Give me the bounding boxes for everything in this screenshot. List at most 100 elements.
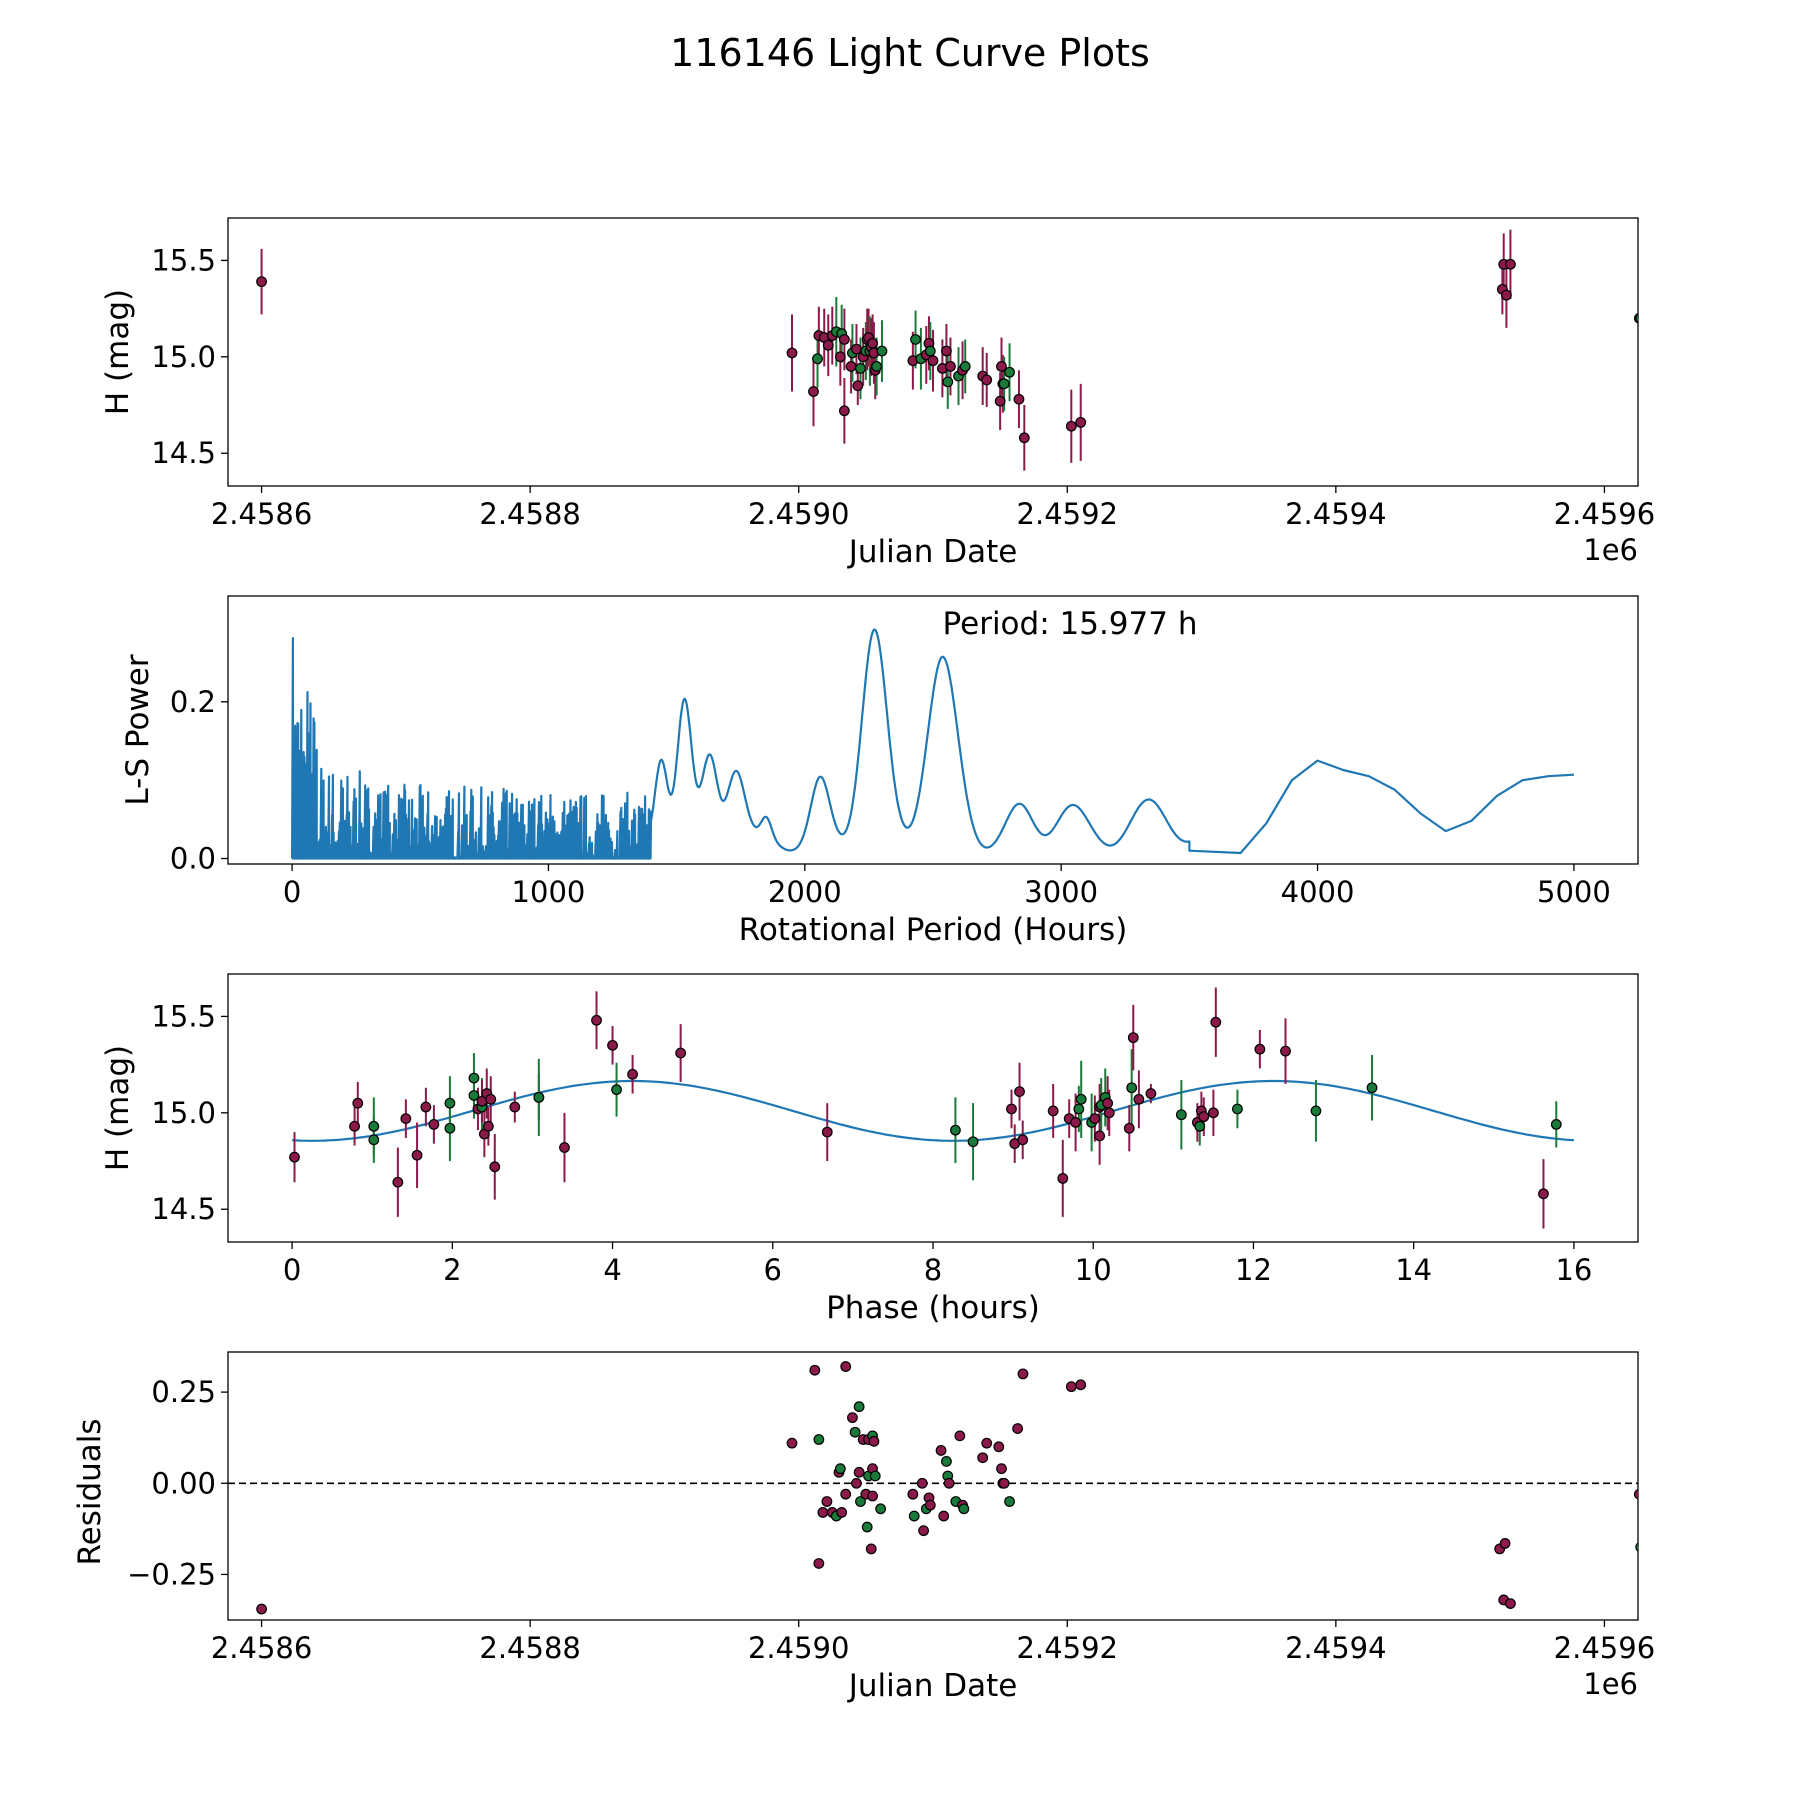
- residuals-ytick-label: 0.25: [151, 1375, 216, 1409]
- data-point: [608, 1041, 618, 1051]
- lightcurve-ytick-label: 14.5: [151, 436, 216, 470]
- data-point: [1639, 1533, 1649, 1543]
- data-point: [1020, 433, 1030, 443]
- periodogram-xtick-label: 4000: [1281, 875, 1355, 909]
- panel-lightcurve-marks: [257, 230, 1652, 471]
- data-point: [1233, 1104, 1243, 1114]
- data-point: [840, 406, 850, 416]
- residuals-ytick-label: 0.00: [151, 1466, 216, 1500]
- data-point: [877, 346, 887, 356]
- panel-residuals-xlabel: Julian Date: [847, 1668, 1018, 1704]
- data-point: [1018, 1135, 1028, 1145]
- data-point: [1058, 1174, 1068, 1184]
- data-point: [944, 1478, 954, 1488]
- light-curve-figure: 116146 Light Curve Plots 2.4586 2.4588 2.4…: [0, 0, 1800, 1800]
- lightcurve-xtick-label: 2.4596: [1554, 497, 1655, 531]
- data-point: [872, 362, 882, 372]
- data-point: [936, 1446, 946, 1456]
- lightcurve-ytick-label: 15.0: [151, 340, 216, 374]
- data-point: [852, 1478, 862, 1488]
- data-point: [926, 1500, 936, 1510]
- data-point: [1074, 1104, 1084, 1114]
- data-point: [1103, 1098, 1113, 1108]
- data-point: [257, 1604, 267, 1614]
- data-point: [822, 1497, 832, 1507]
- residuals-xtick-label: 2.4592: [1017, 1631, 1118, 1665]
- data-point: [939, 1511, 949, 1521]
- data-point: [560, 1143, 570, 1153]
- data-point: [1095, 1131, 1105, 1141]
- data-point: [510, 1102, 520, 1112]
- data-point: [1128, 1033, 1138, 1043]
- data-point: [942, 1457, 952, 1467]
- data-point: [369, 1135, 379, 1145]
- data-point: [868, 339, 878, 349]
- phased-xtick-label: 14: [1395, 1253, 1432, 1287]
- data-point: [1048, 1106, 1058, 1116]
- data-point: [982, 1438, 992, 1448]
- periodogram-xtick-label: 0: [283, 875, 301, 909]
- panel-residuals-offset-text: 1e6: [1583, 1667, 1638, 1701]
- data-point: [1071, 1118, 1081, 1128]
- data-point: [676, 1048, 686, 1058]
- residuals-xtick-label: 2.4596: [1554, 1631, 1655, 1665]
- data-point: [1013, 1424, 1023, 1434]
- data-point: [822, 1127, 832, 1137]
- period-annotation: Period: 15.977 h: [943, 606, 1198, 642]
- data-point: [823, 340, 833, 350]
- data-point: [994, 1442, 1004, 1452]
- data-point: [1076, 1380, 1086, 1390]
- data-point: [490, 1162, 500, 1172]
- panel-lightcurve-xlabel: Julian Date: [847, 534, 1018, 570]
- residuals-xtick-label: 2.4590: [748, 1631, 849, 1665]
- panel-residuals-frame: [228, 1352, 1638, 1620]
- data-point: [841, 1362, 851, 1372]
- data-point: [612, 1085, 622, 1095]
- data-point: [592, 1015, 602, 1025]
- periodogram-ytick-label: 0.2: [170, 685, 216, 719]
- data-point: [401, 1114, 411, 1124]
- data-point: [1211, 1017, 1221, 1027]
- data-point: [999, 379, 1009, 389]
- data-point: [1639, 290, 1649, 300]
- residuals-xtick-label: 2.4594: [1285, 1631, 1386, 1665]
- lightcurve-xtick-label: 2.4590: [748, 497, 849, 531]
- phased-xtick-label: 0: [283, 1253, 301, 1287]
- data-point: [1199, 1112, 1209, 1122]
- data-point: [290, 1152, 300, 1162]
- phased-ytick-label: 14.5: [151, 1192, 216, 1226]
- figure-title: 116146 Light Curve Plots: [670, 31, 1150, 75]
- periodogram-xtick-label: 1000: [512, 875, 586, 909]
- panel-periodogram: 0 1000 2000 3000 4000 5000 0.0 0.2 Period: 15.9…: [120, 596, 1638, 948]
- data-point: [814, 1559, 824, 1569]
- data-point: [866, 1544, 876, 1554]
- data-point: [1255, 1044, 1265, 1054]
- data-point: [484, 1122, 494, 1132]
- panel-residuals-ylabel: Residuals: [72, 1418, 108, 1565]
- lightcurve-xtick-label: 2.4586: [211, 497, 312, 531]
- data-point: [628, 1069, 638, 1079]
- phased-xtick-label: 8: [924, 1253, 942, 1287]
- data-point: [1076, 418, 1086, 428]
- phased-xtick-label: 12: [1235, 1253, 1272, 1287]
- data-point: [928, 356, 938, 366]
- data-point: [868, 1491, 878, 1501]
- data-point: [1134, 1095, 1144, 1105]
- data-point: [911, 335, 921, 345]
- data-point: [445, 1123, 455, 1133]
- data-point: [959, 1504, 969, 1514]
- data-point: [412, 1150, 422, 1160]
- panel-periodogram-ylabel: L-S Power: [120, 654, 156, 805]
- phased-ytick-label: 15.5: [151, 999, 216, 1033]
- data-point: [813, 354, 823, 364]
- data-point: [1015, 1087, 1025, 1097]
- phased-ytick-label: 15.0: [151, 1096, 216, 1130]
- data-point: [997, 1464, 1007, 1474]
- data-point: [856, 364, 866, 374]
- lightcurve-xtick-label: 2.4588: [479, 497, 580, 531]
- data-point: [1635, 1489, 1645, 1499]
- data-point: [1018, 1369, 1028, 1379]
- data-point: [951, 1125, 961, 1135]
- panel-lightcurve-ticks: 2.4586 2.4588 2.4590 2.4592 2.4594 2.4596 14.5…: [151, 243, 1655, 531]
- data-point: [908, 1489, 918, 1499]
